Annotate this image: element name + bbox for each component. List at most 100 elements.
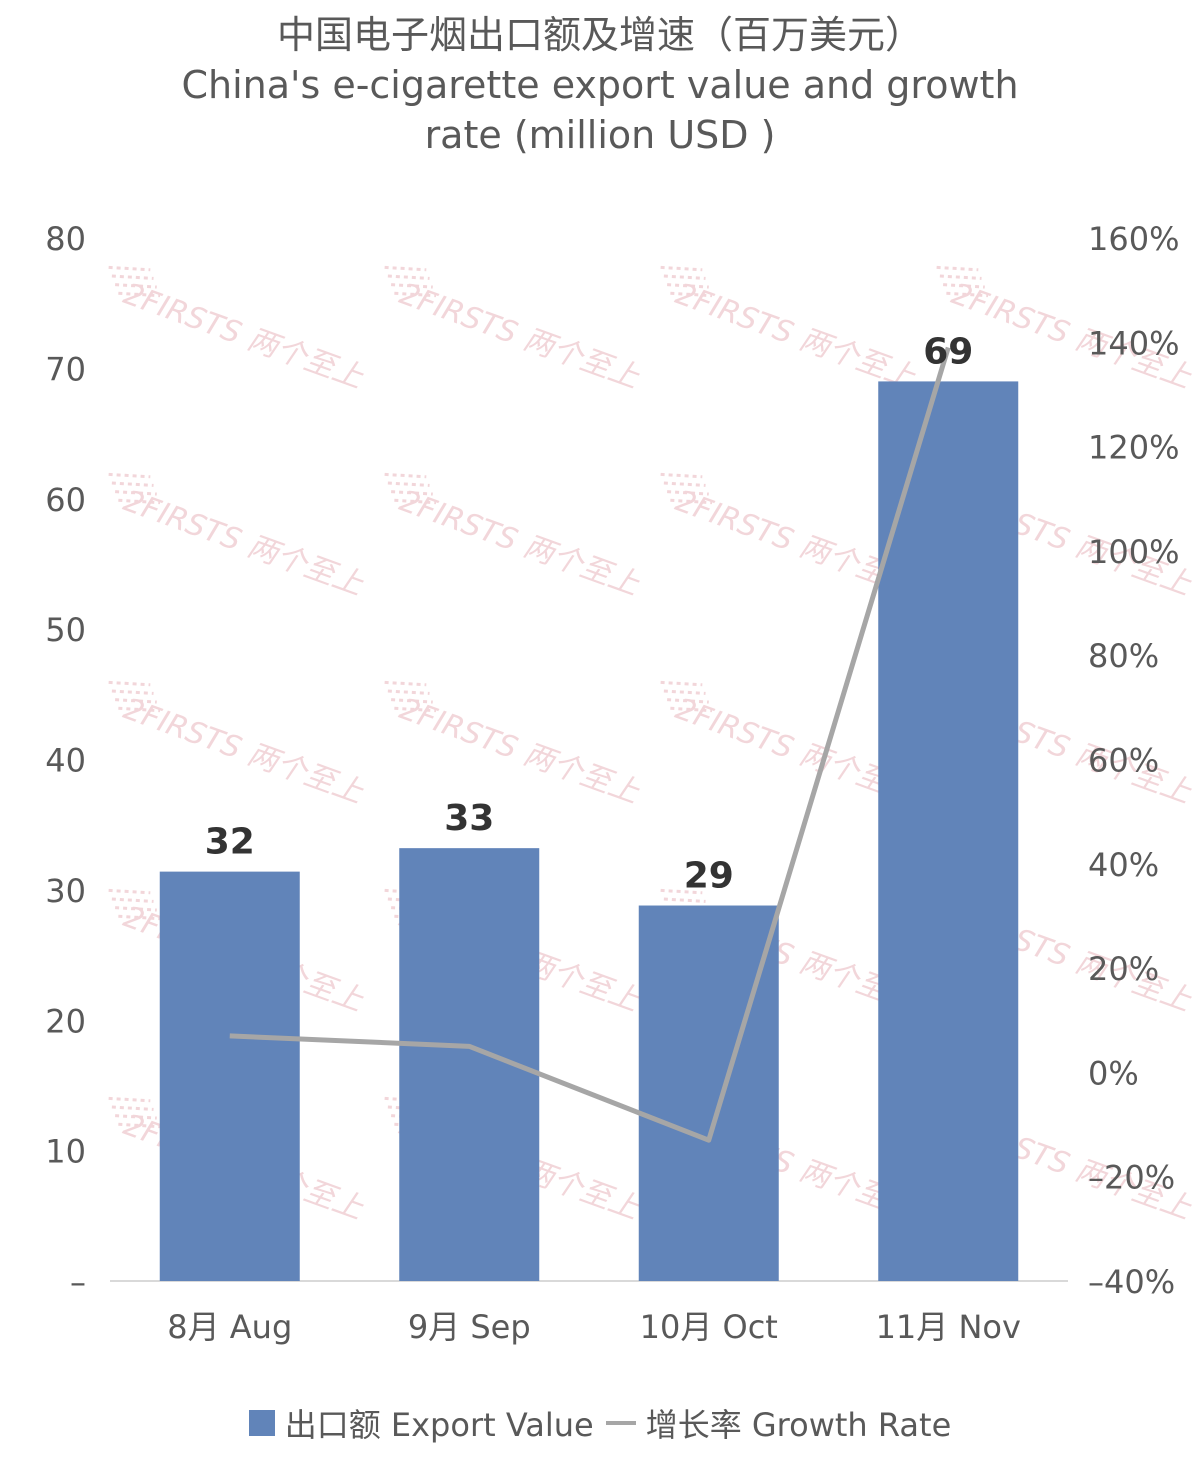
- watermark-mark: [660, 265, 703, 272]
- watermark-text: 2FIRSTS 两个至上: [395, 692, 645, 811]
- watermark-mark: [667, 283, 709, 289]
- watermark-mark: [111, 897, 154, 903]
- line-growth-rate: [229, 346, 951, 1143]
- bar-export-value: [159, 871, 300, 1281]
- watermark-mark: [108, 680, 151, 687]
- left-axis-tick-label: 40: [45, 742, 86, 780]
- left-axis-tick-label: 80: [45, 220, 86, 258]
- watermark-text: 2FIRSTS 两个至上: [671, 277, 921, 396]
- legend-swatch-bar: [248, 1410, 275, 1436]
- watermark-mark: [670, 706, 713, 713]
- right-axis-tick-label: 80%: [1088, 637, 1159, 675]
- watermark-mark: [118, 1122, 161, 1129]
- left-axis-tick-label: 60: [45, 481, 86, 519]
- chart-subtitle-line-2: rate (million USD ): [424, 113, 776, 157]
- watermark-mark: [943, 283, 985, 289]
- watermark-mark: [391, 490, 433, 496]
- x-axis-category-label: 8月 Aug: [167, 1308, 292, 1346]
- chart-title: 中国电子烟出口额及增速（百万美元）: [276, 13, 923, 57]
- left-axis-tick-label: –: [70, 1263, 86, 1301]
- watermark-mark: [387, 689, 430, 695]
- x-axis-category-label: 9月 Sep: [408, 1308, 531, 1346]
- watermark-mark: [384, 680, 427, 687]
- watermark-text: 2FIRSTS 两个至上: [119, 277, 369, 396]
- watermark-mark: [108, 265, 151, 272]
- watermark-logo: 2FIRSTS 两个至上: [108, 680, 369, 811]
- chart-legend: 出口额 Export Value 增长率 Growth Rate: [0, 1400, 1200, 1446]
- right-axis-tick-label: 160%: [1088, 220, 1179, 258]
- watermark-mark: [663, 481, 706, 487]
- right-axis-tick-label: 60%: [1088, 742, 1159, 780]
- right-axis-tick-label: 20%: [1088, 950, 1159, 988]
- bar-export-value: [878, 381, 1019, 1282]
- watermark-mark: [118, 914, 161, 921]
- watermark-mark: [384, 472, 427, 479]
- watermark-mark: [660, 472, 703, 479]
- watermark-mark: [111, 689, 154, 695]
- bar-value-label: 32: [205, 822, 255, 863]
- watermark-text: 2FIRSTS 两个至上: [119, 692, 369, 811]
- legend-label-export-value: 出口额 Export Value: [284, 1406, 594, 1444]
- right-axis-tick-label: 0%: [1088, 1054, 1139, 1092]
- watermark-text: 2FIRSTS 两个至上: [395, 484, 645, 603]
- watermark-mark: [660, 888, 703, 895]
- bar-value-label: 69: [923, 331, 973, 372]
- watermark-mark: [111, 1105, 154, 1111]
- legend-item-export-value: 出口额 Export Value: [248, 1400, 594, 1446]
- right-axis-tick-label: –20%: [1088, 1159, 1175, 1197]
- watermark-mark: [108, 1096, 151, 1103]
- watermark-mark: [118, 706, 161, 713]
- legend-item-growth-rate: 增长率 Growth Rate: [605, 1400, 952, 1446]
- watermark-mark: [939, 274, 982, 280]
- watermark-mark: [115, 698, 157, 704]
- right-axis-tick-label: 140%: [1088, 324, 1179, 362]
- right-axis-tick-label: –40%: [1088, 1263, 1175, 1301]
- watermark-mark: [111, 481, 154, 487]
- watermark-mark: [670, 291, 713, 298]
- watermark-mark: [936, 265, 979, 272]
- watermark-text: 2FIRSTS 两个至上: [395, 277, 645, 396]
- chart-subtitle-line-1: China's e-cigarette export value and gro…: [181, 63, 1019, 107]
- watermark-mark: [115, 283, 157, 289]
- watermark-mark: [670, 498, 713, 505]
- watermark-mark: [115, 490, 157, 496]
- watermark-mark: [387, 481, 430, 487]
- watermark-mark: [667, 490, 709, 496]
- legend-label-growth-rate: 增长率 Growth Rate: [645, 1406, 952, 1444]
- right-axis-tick-label: 40%: [1088, 846, 1159, 884]
- watermark-mark: [391, 698, 433, 704]
- watermark-logo: 2FIRSTS 两个至上: [660, 265, 921, 396]
- watermark-mark: [115, 1114, 157, 1120]
- x-axis-category-label: 11月 Nov: [876, 1308, 1021, 1346]
- watermark-mark: [391, 283, 433, 289]
- watermark-mark: [394, 498, 437, 505]
- watermark-mark: [118, 291, 161, 298]
- watermark-mark: [663, 689, 706, 695]
- watermark-mark: [394, 706, 437, 713]
- bar-value-label: 33: [444, 798, 494, 839]
- watermark-mark: [108, 472, 151, 479]
- watermark-mark: [663, 274, 706, 280]
- watermark-mark: [387, 274, 430, 280]
- chart-title-block: 中国电子烟出口额及增速（百万美元） China's e-cigarette ex…: [0, 10, 1200, 160]
- watermark-mark: [111, 274, 154, 280]
- watermark-mark: [384, 265, 427, 272]
- left-axis-tick-label: 70: [45, 350, 86, 388]
- bar-export-value: [638, 905, 779, 1281]
- bar-value-label: 29: [684, 856, 734, 897]
- watermark-mark: [115, 906, 157, 912]
- right-axis-tick-label: 100%: [1088, 533, 1179, 571]
- watermark-mark: [660, 680, 703, 687]
- watermark-mark: [667, 698, 709, 704]
- right-axis-tick-label: 120%: [1088, 429, 1179, 467]
- watermark-logo: 2FIRSTS 两个至上: [108, 472, 369, 603]
- watermark-logo: 2FIRSTS 两个至上: [384, 265, 645, 396]
- left-axis-tick-label: 20: [45, 1002, 86, 1040]
- x-axis-category-label: 10月 Oct: [640, 1308, 778, 1346]
- watermark-logo: 2FIRSTS 两个至上: [384, 680, 645, 811]
- watermark-logo: 2FIRSTS 两个至上: [384, 472, 645, 603]
- left-axis-tick-label: 50: [45, 611, 86, 649]
- left-axis-tick-label: 30: [45, 872, 86, 910]
